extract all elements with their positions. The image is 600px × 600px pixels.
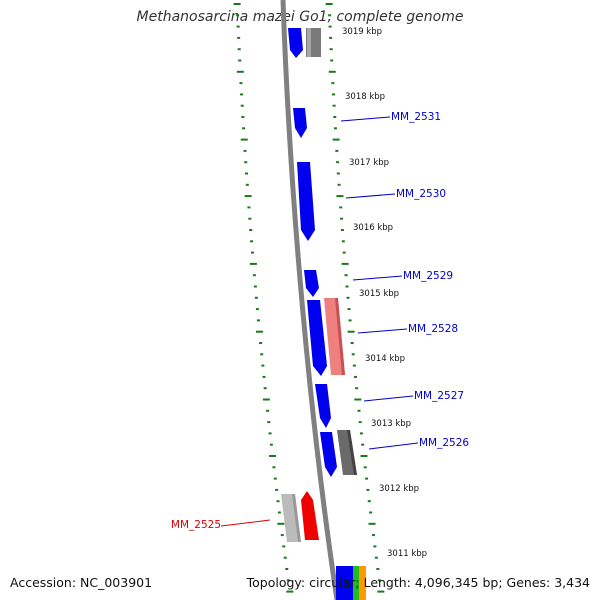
pink-feature-shade: [335, 298, 345, 375]
gene-leader-line: [352, 275, 403, 281]
gene-leader-line: [345, 193, 396, 199]
forward-gene: [307, 300, 327, 376]
grey-feature: [337, 430, 357, 475]
forward-gene: [297, 162, 315, 241]
gene-leader-line: [340, 116, 391, 122]
gene-label[interactable]: MM_2530: [396, 188, 446, 200]
scale-label: 3018 kbp: [345, 92, 385, 102]
scale-label: 3013 kbp: [371, 419, 411, 429]
features: [281, 28, 366, 600]
scale-label: 3015 kbp: [359, 289, 399, 299]
gene-leader-line: [363, 395, 414, 402]
gene-label[interactable]: MM_2527: [414, 390, 464, 402]
light-grey-feature-shade: [292, 494, 301, 542]
gene-leader-line: [220, 519, 271, 527]
forward-gene: [315, 384, 331, 428]
scale-labels: 3019 kbp 3018 kbp 3017 kbp 3016 kbp 3015 kbp…: [342, 27, 427, 559]
forward-gene: [288, 28, 303, 58]
green-feature: [353, 566, 359, 600]
outer-tick-ring: [233, 3, 294, 593]
scale-label: 3011 kbp: [387, 549, 427, 559]
accession-text: Accession: NC_003901: [10, 575, 153, 590]
genome-summary-text: Topology: circular; Length: 4,096,345 bp…: [246, 575, 590, 590]
scale-label: 3014 kbp: [365, 354, 405, 364]
red-gene: [301, 491, 319, 540]
grey-feature-shade: [347, 430, 357, 475]
scale-label: 3012 kbp: [379, 484, 419, 494]
scale-label: 3019 kbp: [342, 27, 382, 37]
scale-label: 3016 kbp: [353, 223, 393, 233]
forward-gene: [293, 108, 307, 138]
forward-gene: [320, 432, 337, 477]
gene-label[interactable]: MM_2526: [419, 437, 469, 449]
gene-leader-line: [368, 442, 419, 450]
scale-label: 3017 kbp: [349, 158, 389, 168]
forward-gene: [304, 270, 319, 297]
gene-label[interactable]: MM_2531: [391, 111, 441, 123]
genome-backbone: [280, 0, 340, 600]
orange-feature: [359, 566, 366, 600]
inner-tick-ring: [325, 3, 385, 593]
gene-label[interactable]: MM_2528: [408, 323, 458, 335]
gene-label[interactable]: MM_2529: [403, 270, 453, 282]
grey-feature-highlight: [307, 28, 311, 57]
gene-leader-line: [357, 328, 408, 334]
map-title: Methanosarcina mazei Go1, complete genom…: [136, 9, 464, 25]
gene-label[interactable]: MM_2525: [171, 519, 221, 531]
gene-labels: MM_2531 MM_2530 MM_2529 MM_2528 MM_2527 MM_25…: [171, 111, 470, 531]
blue-feature: [336, 566, 353, 600]
